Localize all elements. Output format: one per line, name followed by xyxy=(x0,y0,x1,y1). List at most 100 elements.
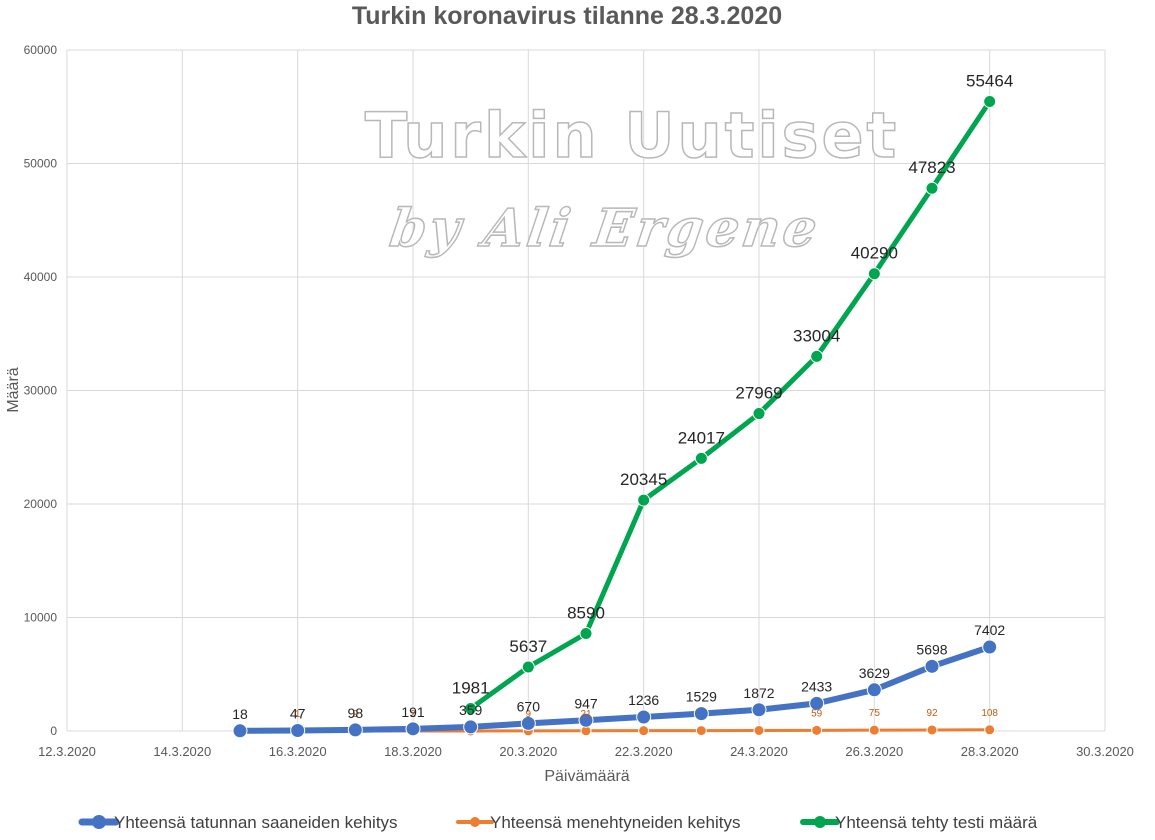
legend-swatch-marker xyxy=(470,817,480,827)
chart-title: Turkin koronavirus tilanne 28.3.2020 xyxy=(352,2,782,30)
data-label: 1236 xyxy=(628,692,659,708)
data-label: 21 xyxy=(580,709,592,720)
series-line xyxy=(237,643,993,734)
data-label: 2 xyxy=(353,709,359,720)
y-tick-label: 0 xyxy=(50,724,57,738)
data-point xyxy=(405,721,421,737)
data-label: 9 xyxy=(526,709,532,720)
data-label: 98 xyxy=(348,705,364,721)
data-point xyxy=(752,407,766,421)
data-point xyxy=(810,349,824,363)
data-point xyxy=(638,725,650,737)
data-label: 191 xyxy=(401,704,425,720)
y-axis-ticks: 0 10000 20000 30000 40000 50000 60000 xyxy=(24,43,58,738)
data-point xyxy=(232,723,248,739)
x-tick-label: 24.3.2020 xyxy=(730,744,788,759)
data-label: 1 xyxy=(295,709,301,720)
x-tick-label: 26.3.2020 xyxy=(845,744,903,759)
legend-label: Yhteensä menehtyneiden kehitys xyxy=(490,813,740,832)
data-labels: 1981 5637 8590 20345 24017 27969 33004 40290 478… xyxy=(232,71,1013,721)
x-tick-label: 30.3.2020 xyxy=(1076,744,1134,759)
data-label: 5698 xyxy=(916,641,947,657)
data-point xyxy=(924,658,940,674)
legend-label: Yhteensä tatunnan saaneiden kehitys xyxy=(114,813,398,832)
x-axis-label: Päivämäärä xyxy=(544,768,629,785)
data-label: 27969 xyxy=(735,384,782,403)
data-point xyxy=(809,695,825,711)
data-point xyxy=(867,267,881,281)
data-point xyxy=(636,709,652,725)
data-label: 2433 xyxy=(801,678,832,694)
legend-swatch-marker xyxy=(92,815,106,829)
data-label: 24017 xyxy=(678,428,725,447)
data-point xyxy=(811,724,823,736)
y-tick-label: 20000 xyxy=(24,497,58,511)
data-point xyxy=(693,706,709,722)
data-label: 2 xyxy=(410,709,416,720)
legend-swatch-marker xyxy=(814,816,826,828)
x-tick-label: 16.3.2020 xyxy=(269,744,327,759)
x-axis-ticks: 12.3.2020 14.3.2020 16.3.2020 18.3.2020 20.3… xyxy=(38,744,1134,759)
data-point xyxy=(926,724,938,736)
data-point xyxy=(347,722,363,738)
data-label: 3629 xyxy=(859,665,890,681)
legend-label: Yhteensä tehty testi määrä xyxy=(835,813,1038,832)
data-label: 20345 xyxy=(620,470,667,489)
data-label: 947 xyxy=(574,695,598,711)
y-tick-label: 40000 xyxy=(24,270,58,284)
data-point xyxy=(579,627,593,641)
data-label: 40290 xyxy=(851,244,898,263)
y-tick-label: 50000 xyxy=(24,157,58,171)
data-point xyxy=(925,181,939,195)
data-point xyxy=(694,451,708,465)
data-label: 8590 xyxy=(567,604,605,623)
y-tick-label: 60000 xyxy=(24,43,58,57)
data-label: 47823 xyxy=(908,158,955,177)
data-point xyxy=(463,719,479,735)
data-label: 92 xyxy=(926,708,938,719)
data-label: 359 xyxy=(459,702,483,718)
data-point xyxy=(866,682,882,698)
data-point xyxy=(578,712,594,728)
x-tick-label: 12.3.2020 xyxy=(38,744,96,759)
data-label: 5637 xyxy=(509,637,547,656)
data-label: 7402 xyxy=(974,622,1005,638)
watermark-author: by Ali Ergene xyxy=(386,198,823,259)
x-tick-label: 18.3.2020 xyxy=(384,744,442,759)
data-point xyxy=(868,724,880,736)
data-point xyxy=(637,493,651,507)
x-tick-label: 20.3.2020 xyxy=(499,744,557,759)
watermark: Turkin Uutiset by Ali Ergene xyxy=(364,98,899,259)
legend: Yhteensä tatunnan saaneiden kehitys Yhtee… xyxy=(78,813,1038,832)
data-label: 1981 xyxy=(452,679,490,698)
series-group xyxy=(232,94,998,739)
data-point xyxy=(751,702,767,718)
data-label: 1872 xyxy=(743,685,774,701)
y-tick-label: 10000 xyxy=(24,611,58,625)
data-label: 59 xyxy=(811,708,823,719)
y-tick-label: 30000 xyxy=(24,384,58,398)
data-label: 670 xyxy=(517,698,541,714)
data-label: 75 xyxy=(869,708,881,719)
grid xyxy=(66,49,1106,732)
data-label: 1529 xyxy=(686,689,717,705)
x-tick-label: 28.3.2020 xyxy=(961,744,1019,759)
data-label: 33004 xyxy=(793,326,840,345)
x-tick-label: 22.3.2020 xyxy=(615,744,673,759)
series-line xyxy=(468,98,993,712)
data-label: 108 xyxy=(981,708,998,719)
data-point xyxy=(695,725,707,737)
data-point xyxy=(983,94,997,108)
data-point xyxy=(521,660,535,674)
data-point xyxy=(753,725,765,737)
data-point xyxy=(520,715,536,731)
data-point xyxy=(464,702,478,716)
data-label: 18 xyxy=(232,706,248,722)
data-point xyxy=(984,724,996,736)
data-label: 55464 xyxy=(966,71,1013,90)
y-axis-label: Määrä xyxy=(5,367,22,412)
watermark-title: Turkin Uutiset xyxy=(365,99,899,172)
x-tick-label: 14.3.2020 xyxy=(153,744,211,759)
data-point xyxy=(290,722,306,738)
